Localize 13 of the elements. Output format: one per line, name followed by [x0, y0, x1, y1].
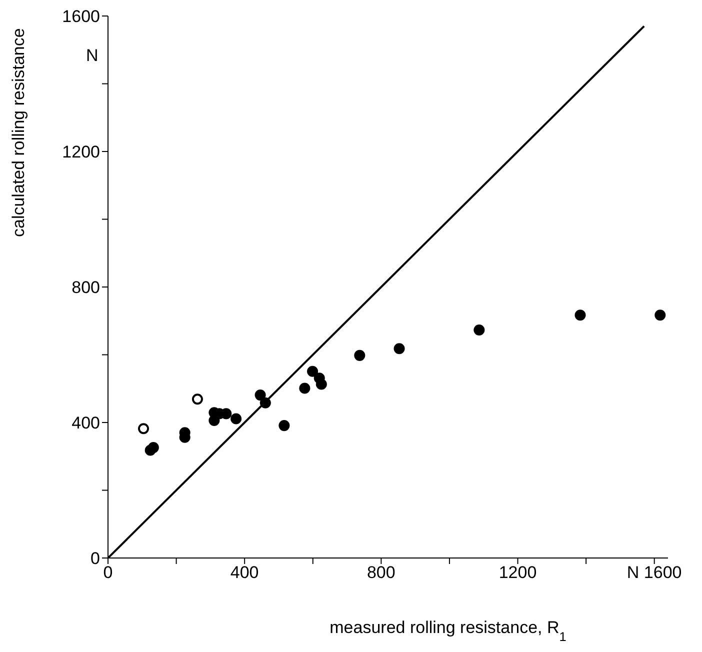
y-axis-title: calculated rolling resistance: [9, 28, 28, 237]
y-tick-label: 1200: [62, 142, 100, 162]
y-tick-label: 800: [72, 278, 100, 298]
y-tick-label: 1600: [62, 7, 100, 26]
text: N: [86, 46, 98, 66]
x-tick-label: 1200: [498, 563, 537, 582]
y-tick-label: 0: [90, 549, 100, 568]
x-tick-label: 800: [366, 563, 396, 582]
x-tick-label: 400: [230, 563, 259, 582]
x-axis-title: measured rolling resistance, R$_{1}$: [330, 618, 566, 644]
y-tick-label: 400: [72, 414, 100, 433]
x-tick-label: 0: [103, 563, 113, 582]
x-tick-label: N 1600: [626, 563, 682, 582]
